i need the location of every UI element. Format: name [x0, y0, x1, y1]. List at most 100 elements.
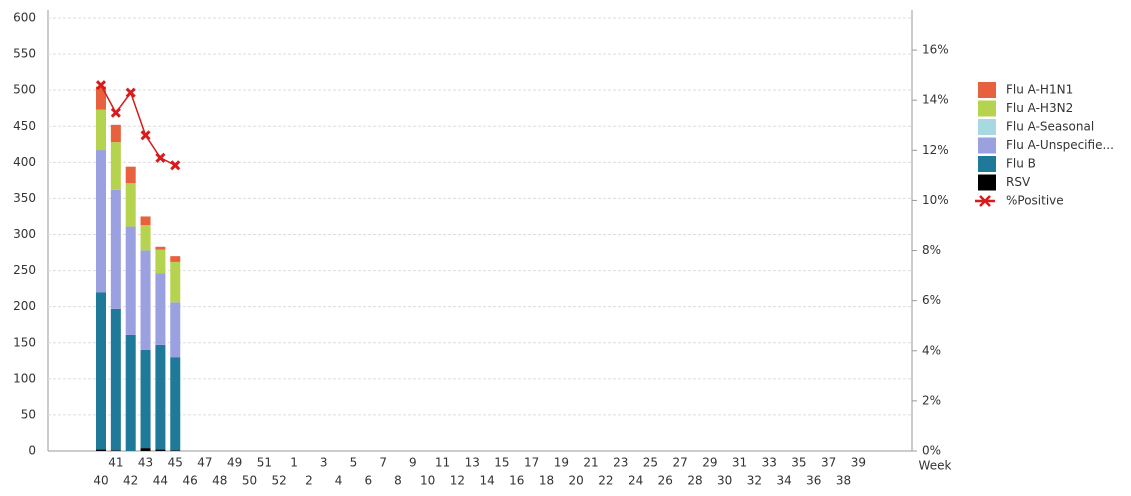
line-marker	[110, 107, 121, 118]
bar-segment	[96, 109, 106, 151]
legend-label: %Positive	[1006, 194, 1064, 208]
legend-swatch	[978, 156, 996, 172]
x-tick-label: 36	[806, 474, 821, 488]
x-tick-label: 29	[702, 456, 717, 470]
x-tick-label: 13	[465, 456, 480, 470]
bar-segment	[170, 357, 181, 451]
bar-segment	[155, 273, 166, 345]
bar-segment	[140, 216, 151, 226]
y-tick-label: 500	[13, 83, 36, 97]
x-tick-label: 27	[673, 456, 688, 470]
legend-swatch	[978, 100, 996, 117]
y-tick-label: 0	[28, 444, 36, 458]
bar-segment	[110, 189, 121, 309]
bar-segment	[110, 142, 121, 190]
bar-segment	[125, 334, 136, 451]
y-tick-label: 550	[13, 47, 36, 61]
x-tick-label: 35	[791, 456, 806, 470]
bar-segment	[155, 249, 166, 274]
x-tick-label: 42	[123, 474, 138, 488]
x-tick-label: 2	[305, 474, 313, 488]
x-tick-label: 33	[762, 456, 777, 470]
legend-label: Flu A-H1N1	[1006, 83, 1073, 97]
x-tick-label: 37	[821, 456, 836, 470]
x-tick-label: 23	[613, 456, 628, 470]
legend-label: RSV	[1006, 175, 1031, 189]
x-axis-label: Week	[919, 459, 952, 473]
bar-segment	[155, 344, 166, 450]
x-tick-label: 25	[643, 456, 658, 470]
y2-tick-label: 8%	[922, 243, 941, 257]
y-tick-label: 150	[13, 335, 36, 349]
x-tick-label: 12	[450, 474, 465, 488]
bar-segment	[140, 250, 151, 350]
y-tick-label: 300	[13, 227, 36, 241]
line-marker	[125, 87, 136, 98]
y-tick-label: 50	[21, 407, 36, 421]
bar-segment	[140, 225, 151, 251]
legend-label: Flu A-H3N2	[1006, 101, 1073, 115]
line-marker	[140, 130, 151, 141]
x-tick-label: 16	[509, 474, 524, 488]
x-tick-label: 38	[836, 474, 851, 488]
bar-segment	[170, 450, 181, 451]
y2-tick-label: 2%	[922, 393, 941, 407]
x-tick-label: 24	[628, 474, 643, 488]
x-tick-label: 8	[394, 474, 402, 488]
x-tick-label: 34	[776, 474, 791, 488]
legend-label: Flu B	[1006, 157, 1036, 171]
y2-tick-label: 12%	[922, 143, 949, 157]
legend-marker	[975, 195, 995, 207]
legend-swatch	[978, 119, 996, 135]
legend-swatch	[978, 82, 996, 98]
x-tick-label: 39	[851, 456, 866, 470]
y2-tick-label: 16%	[922, 43, 949, 57]
x-tick-label: 14	[479, 474, 494, 488]
x-tick-label: 30	[717, 474, 732, 488]
x-tick-label: 48	[212, 474, 227, 488]
x-tick-label: 1	[290, 456, 298, 470]
bar-segment	[140, 349, 151, 449]
legend-swatch	[978, 137, 996, 154]
y-tick-label: 250	[13, 263, 36, 277]
line-marker	[155, 152, 166, 163]
x-tick-label: 44	[153, 474, 168, 488]
bar-segment	[155, 449, 166, 451]
bar-segment	[96, 292, 106, 450]
x-tick-label: 10	[420, 474, 435, 488]
x-tick-label: 51	[257, 456, 272, 470]
legend-swatch	[978, 174, 996, 191]
x-tick-label: 41	[108, 456, 123, 470]
x-tick-label: 15	[494, 456, 509, 470]
x-tick-label: 49	[227, 456, 242, 470]
y2-tick-label: 4%	[922, 343, 941, 357]
x-tick-label: 3	[320, 456, 328, 470]
bar-segment	[110, 450, 121, 451]
bar-segment	[96, 449, 106, 451]
x-tick-label: 11	[435, 456, 450, 470]
x-tick-label: 7	[379, 456, 387, 470]
bar-segment	[170, 256, 181, 262]
y-tick-label: 400	[13, 155, 36, 169]
bar-segment	[110, 308, 121, 451]
bar-segment	[125, 226, 136, 335]
x-tick-label: 4	[335, 474, 343, 488]
bar-segment	[125, 166, 136, 184]
bar-segment	[170, 261, 181, 303]
x-tick-label: 32	[747, 474, 762, 488]
y2-tick-label: 0%	[922, 444, 941, 458]
bar-segment	[110, 124, 121, 143]
x-tick-label: 31	[732, 456, 747, 470]
bar-segment	[170, 302, 181, 358]
x-tick-label: 47	[197, 456, 212, 470]
x-tick-label: 20	[569, 474, 584, 488]
y-tick-label: 450	[13, 119, 36, 133]
line-marker	[170, 160, 181, 171]
bar-segment	[96, 86, 106, 110]
x-tick-label: 43	[138, 456, 153, 470]
bar-segment	[125, 183, 136, 227]
legend-label: Flu A-Unspecifie...	[1006, 138, 1114, 152]
x-tick-label: 45	[168, 456, 183, 470]
x-tick-label: 40	[93, 474, 108, 488]
